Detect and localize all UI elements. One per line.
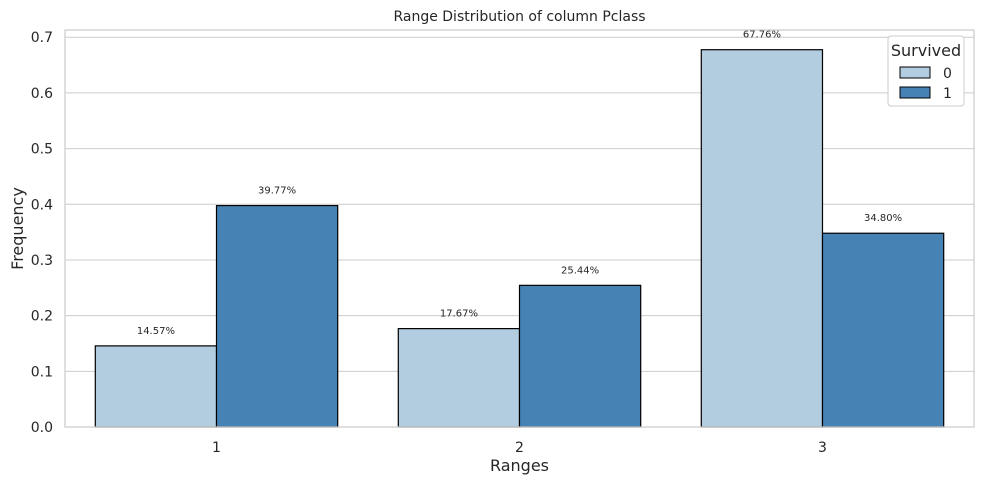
legend-label: 1 (943, 86, 952, 102)
x-axis-label: Ranges (490, 456, 549, 475)
bar-value-label: 14.57% (137, 326, 175, 337)
x-tick-label: 3 (818, 440, 827, 456)
bar (94, 345, 218, 428)
bar-value-label: 17.67% (440, 309, 478, 320)
x-tick-label: 1 (212, 440, 221, 456)
plot-frame (64, 29, 975, 428)
bar-value-label: 25.44% (561, 265, 599, 276)
y-tick-label: 0.2 (31, 309, 53, 325)
y-tick-label: 0.4 (31, 197, 53, 213)
bar-value-label: 67.76% (743, 30, 781, 41)
y-tick-label: 0.0 (31, 420, 53, 436)
legend-swatch (899, 66, 931, 79)
y-tick-label: 0.6 (31, 86, 53, 102)
x-axis-ticks: 1 2 3 (212, 440, 827, 456)
chart-title: Range Distribution of column Pclass (393, 9, 645, 25)
legend-title: Survived (891, 41, 961, 60)
bar-value-label: 34.80% (864, 213, 902, 224)
legend-items: 01 (899, 66, 952, 102)
bar (821, 232, 945, 428)
legend-label: 0 (943, 66, 952, 82)
y-tick-label: 0.5 (31, 142, 53, 158)
bar-value-label: 39.77% (258, 186, 296, 197)
legend-swatch (899, 86, 931, 99)
y-axis-label: Frequency (8, 187, 27, 270)
y-tick-label: 0.1 (31, 364, 53, 380)
bar-labels: 14.57% 39.77% 17.67% 25.44% 67.76% 34.80% (137, 30, 902, 337)
y-tick-label: 0.7 (31, 30, 53, 46)
y-axis-ticks: 0.0 0.1 0.2 0.3 0.4 0.5 0.6 0.7 (31, 30, 53, 436)
bars (94, 49, 945, 428)
x-tick-label: 2 (515, 440, 524, 456)
bar (518, 284, 642, 428)
bar (700, 49, 824, 428)
y-tick-label: 0.3 (31, 253, 53, 269)
bar (215, 204, 339, 428)
bar (397, 328, 521, 428)
legend: Survived 01 (887, 35, 965, 107)
